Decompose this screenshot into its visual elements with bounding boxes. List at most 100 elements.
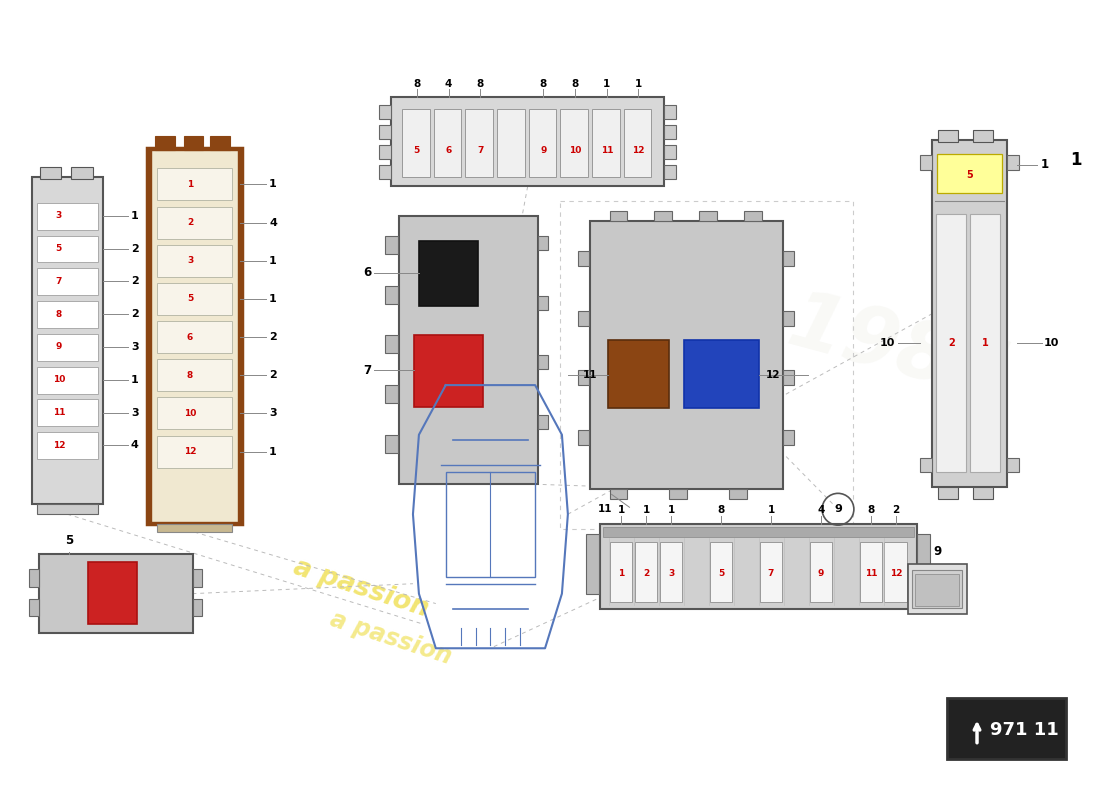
Bar [578,430,588,445]
Bar [578,251,588,266]
Bar [157,206,232,238]
Text: 8: 8 [717,506,725,515]
Text: 10: 10 [880,338,895,348]
Bar [36,432,98,459]
Text: 2: 2 [131,244,139,254]
Text: 1: 1 [618,569,624,578]
Bar [609,542,631,602]
Bar [151,150,239,522]
Text: 1: 1 [131,374,139,385]
Bar [884,542,906,602]
Text: 5: 5 [414,146,420,155]
Bar [936,214,966,473]
Bar [560,109,588,177]
Text: 11: 11 [597,504,612,514]
Bar [29,569,38,586]
Text: 3: 3 [187,256,194,266]
Bar [921,458,933,473]
Text: 10: 10 [1044,338,1059,348]
Text: 9: 9 [56,342,62,351]
Text: 1: 1 [270,256,277,266]
Text: 5: 5 [187,294,194,303]
Text: 6: 6 [363,266,372,279]
Bar [40,166,62,178]
Text: 971 11: 971 11 [990,721,1059,738]
Bar [399,216,538,485]
Bar [624,109,651,177]
Text: 12: 12 [632,146,645,155]
Bar [578,310,588,326]
Bar [379,165,392,178]
Bar [669,490,688,499]
Text: 6: 6 [187,333,194,342]
Text: 1: 1 [668,506,674,515]
Text: 1: 1 [1041,158,1048,171]
Bar [36,366,98,394]
Text: 11: 11 [53,408,65,417]
Text: 9: 9 [540,146,547,155]
Bar [937,154,1002,194]
Text: 12: 12 [767,370,781,380]
Text: 2: 2 [270,370,277,380]
Bar [36,268,98,295]
Bar [810,542,832,602]
Bar [917,534,931,594]
Bar [32,177,103,504]
Text: 2: 2 [644,569,649,578]
Bar [29,598,38,617]
Text: 7: 7 [477,146,483,155]
Bar [1006,154,1019,170]
Text: 6: 6 [446,146,452,155]
Text: 4: 4 [270,218,277,227]
Bar [419,241,478,306]
Bar [36,301,98,328]
Bar [592,109,619,177]
Bar [192,569,202,586]
Text: 9: 9 [933,546,942,558]
Bar [157,168,232,201]
Bar [39,554,192,634]
Bar [947,698,1066,759]
Text: 2: 2 [187,218,194,227]
Text: 7: 7 [363,364,372,377]
Bar [385,385,398,403]
Bar [538,296,548,310]
Text: a passion: a passion [290,554,432,623]
Bar [210,136,230,150]
Bar [146,148,242,524]
Bar [664,105,676,119]
Bar [538,415,548,429]
Bar [590,222,783,490]
Text: 12: 12 [53,441,65,450]
Text: 1: 1 [1070,150,1082,169]
Bar [744,211,761,222]
Bar [385,286,398,304]
Text: 1: 1 [187,180,194,189]
Bar [538,355,548,370]
Text: 10: 10 [53,375,65,384]
Bar [36,399,98,426]
Bar [379,145,392,158]
Text: 2: 2 [948,338,955,348]
Text: 3: 3 [270,409,277,418]
Text: 7: 7 [768,569,774,578]
Bar [385,335,398,354]
Text: 3: 3 [131,407,139,418]
Text: 11: 11 [583,370,597,380]
Bar [664,125,676,139]
Bar [635,542,657,602]
Bar [660,542,682,602]
Bar [72,166,94,178]
Bar [600,524,917,609]
Text: 8: 8 [868,506,875,515]
Text: 1: 1 [270,446,277,457]
Text: 4: 4 [817,506,825,515]
Text: 1: 1 [768,506,774,515]
Bar [783,310,794,326]
Bar [654,211,672,222]
Bar [157,359,232,391]
Bar [36,235,98,262]
Bar [538,236,548,250]
Text: 8: 8 [414,79,420,90]
Text: 9: 9 [834,504,842,514]
